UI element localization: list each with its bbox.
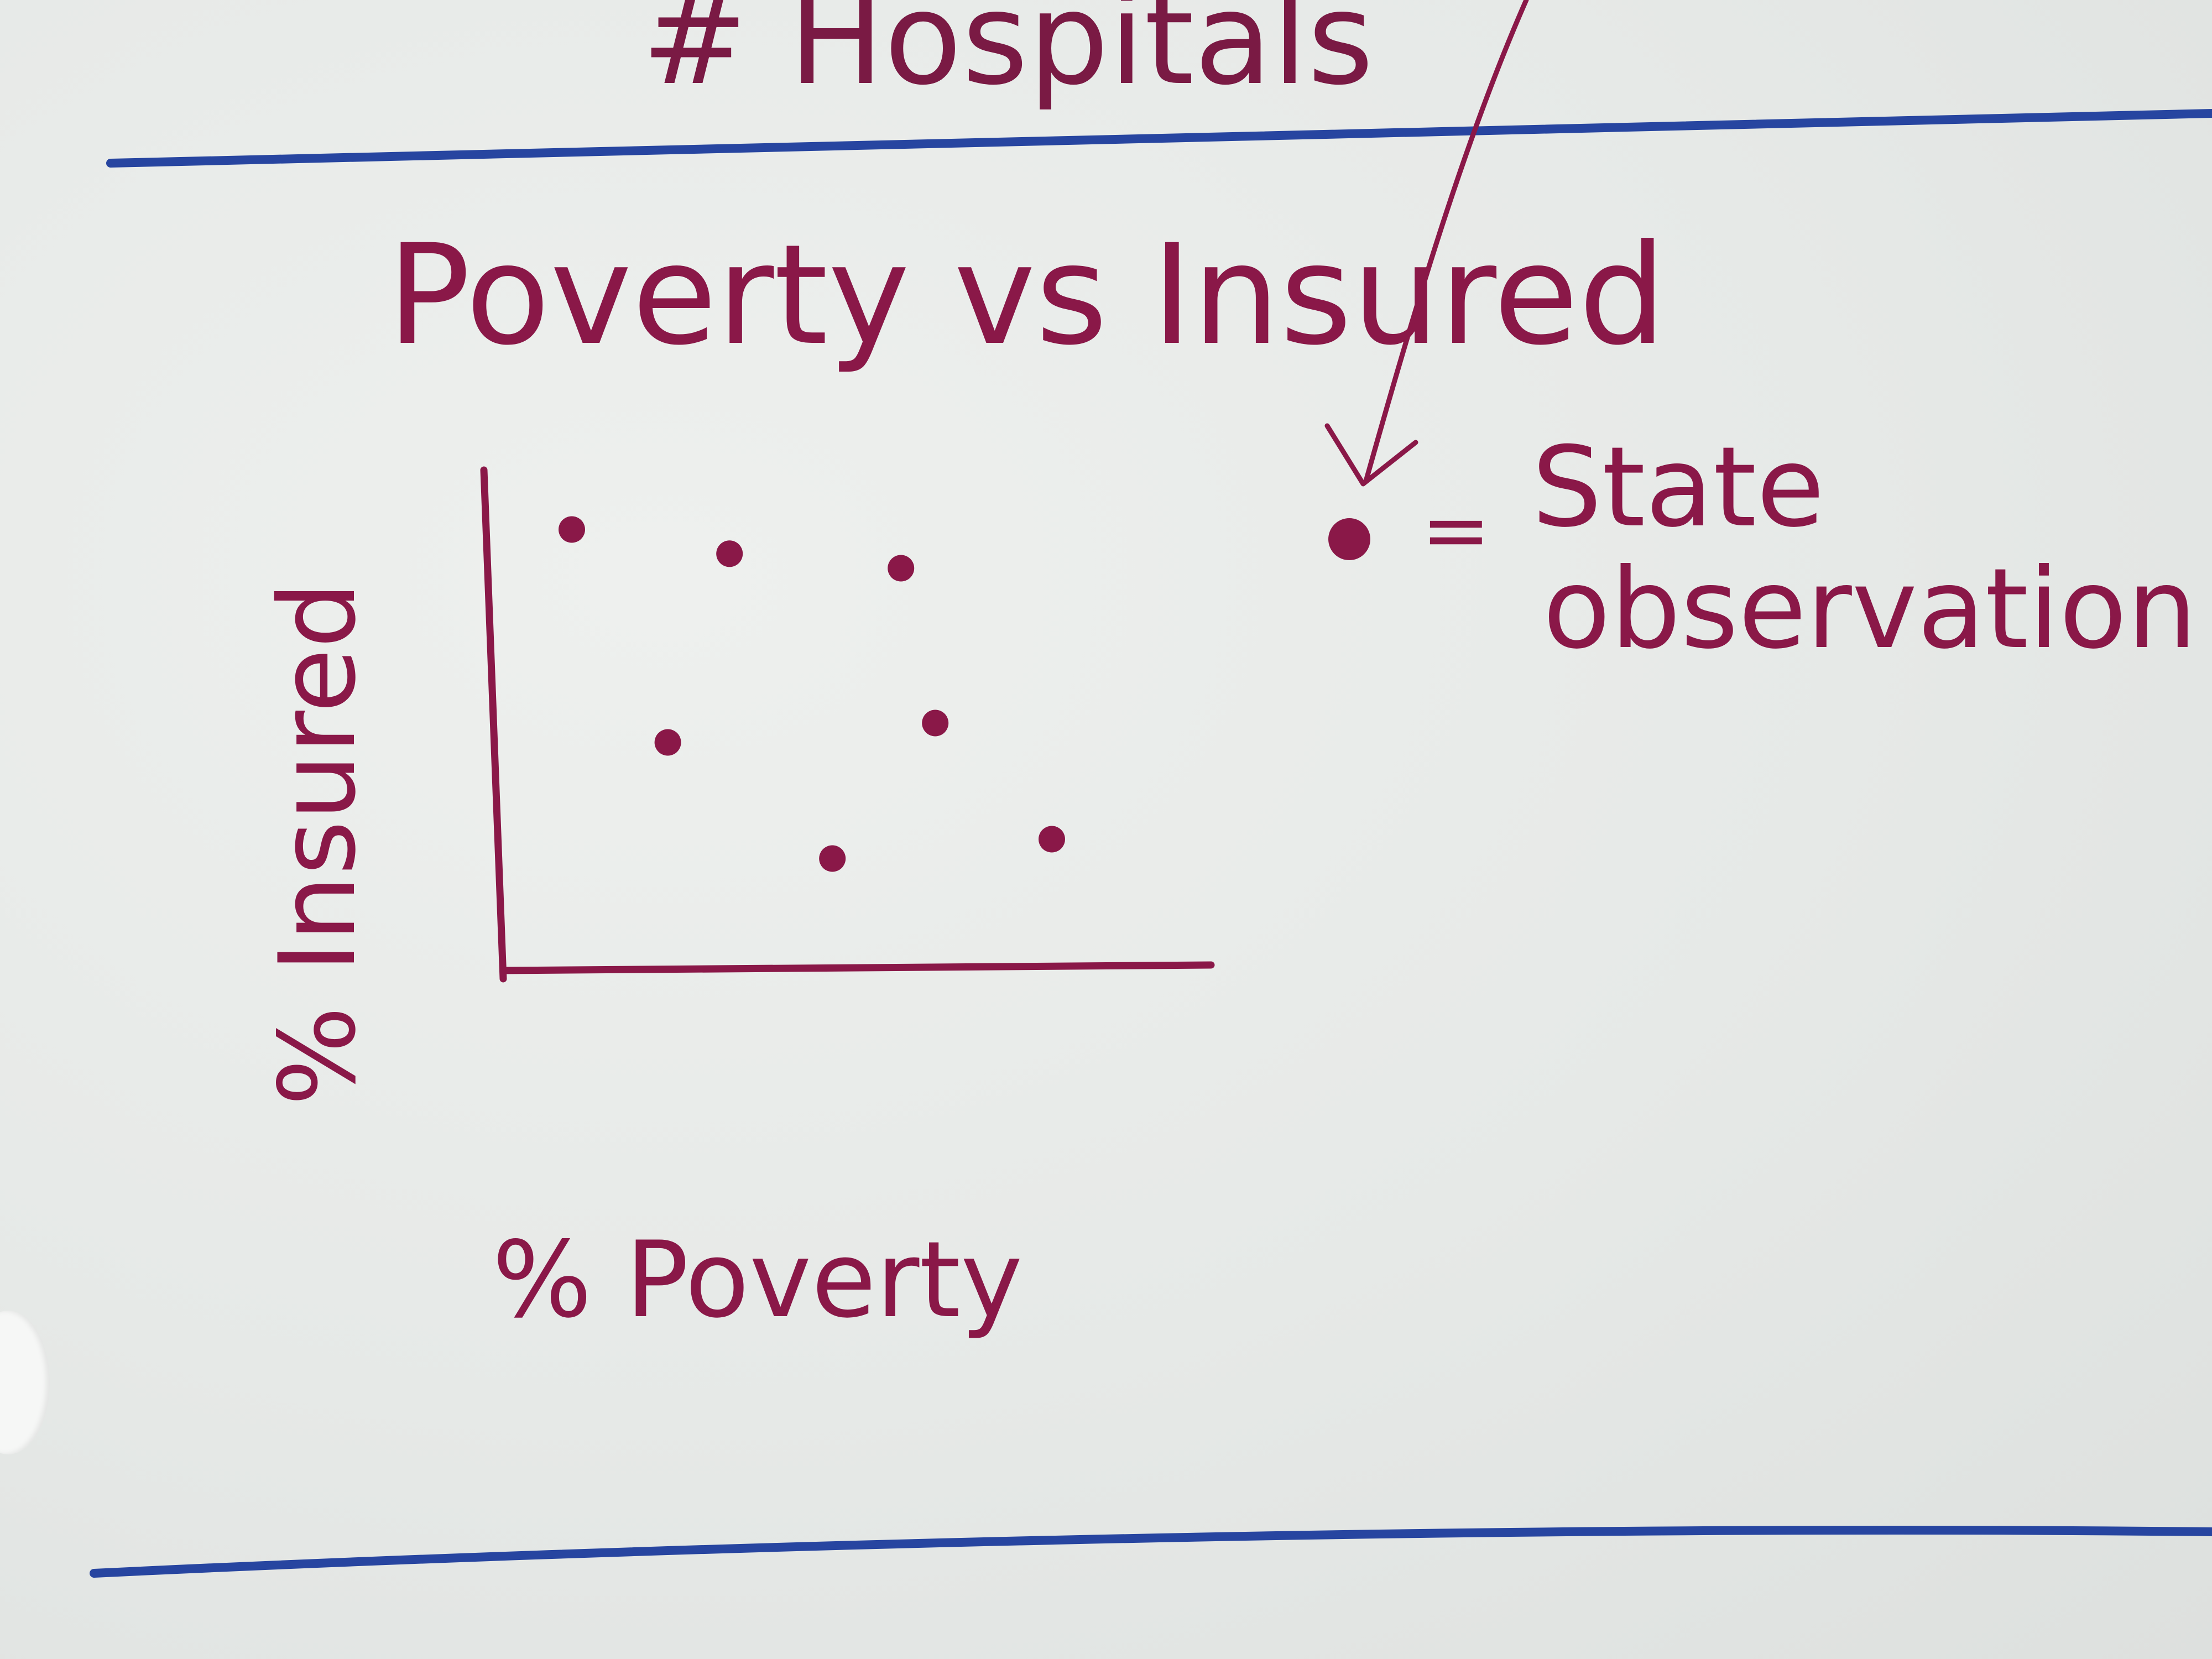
scatter-point-2 xyxy=(716,540,743,567)
scatter-point-4 xyxy=(654,729,681,756)
bottom-divider-line xyxy=(90,1526,2212,1578)
annotation-arrow-head xyxy=(1324,423,1418,487)
legend-label-line2: observation xyxy=(1543,545,2197,674)
scatter-point-6 xyxy=(819,845,846,872)
y-axis-line xyxy=(480,466,507,983)
top-divider-line xyxy=(106,109,2212,168)
annotation-arrow-shaft xyxy=(1363,0,1529,484)
chart-title: Poverty vs Insured xyxy=(387,215,1666,375)
scatter-points xyxy=(559,516,1065,872)
legend-dot-marker xyxy=(1328,518,1370,560)
y-axis-label: % Insured xyxy=(257,582,379,1106)
scatter-point-1 xyxy=(559,516,585,543)
scatter-point-7 xyxy=(1039,826,1065,853)
legend-equals-sign: = xyxy=(1421,482,1491,578)
x-axis-label: % Poverty xyxy=(492,1219,1022,1341)
scatter-point-3 xyxy=(888,555,915,582)
legend-label-line1: State xyxy=(1532,423,1824,552)
scatter-point-5 xyxy=(922,709,949,737)
x-axis-line xyxy=(499,961,1215,974)
previous-section-heading: # Hospitals xyxy=(641,0,1374,113)
